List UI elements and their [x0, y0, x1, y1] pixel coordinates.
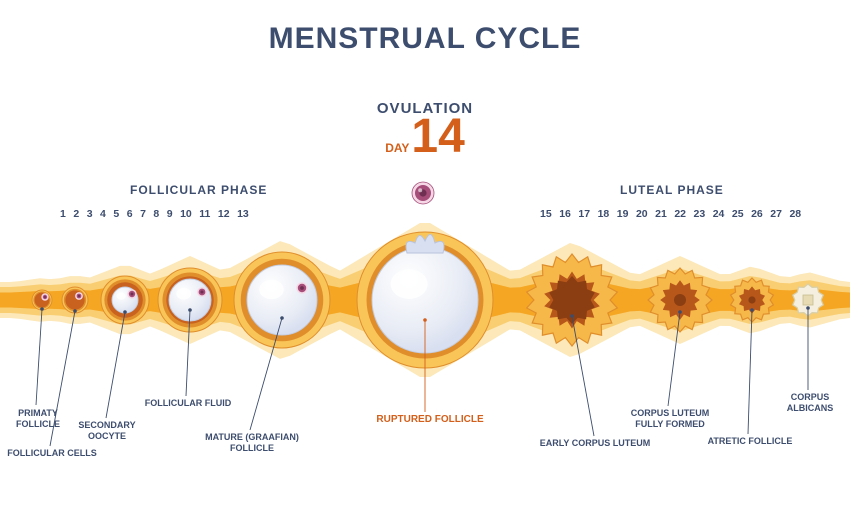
ruptured-follicle-label: RUPTURED FOLLICLE — [370, 414, 490, 425]
luteum-formed-label: CORPUS LUTEUMFULLY FORMED — [620, 408, 720, 430]
primary-follicle — [32, 290, 52, 310]
atretic-label: ATRETIC FOLLICLE — [700, 436, 800, 447]
follicular-cells — [62, 287, 88, 313]
follicular-cells-label: FOLLICULAR CELLS — [2, 448, 102, 459]
early-luteum-label: EARLY CORPUS LUTEUM — [530, 438, 660, 449]
albicans-label: CORPUSALBICANS — [780, 392, 840, 414]
graafian — [234, 252, 330, 348]
graafian-label: MATURE (GRAAFIAN)FOLLICLE — [192, 432, 312, 454]
luteum-formed — [648, 268, 712, 332]
follicular-fluid — [158, 268, 222, 332]
primary-follicle-label: PRIMATYFOLLICLE — [8, 408, 68, 430]
follicular-fluid-label: FOLLICULAR FLUID — [138, 398, 238, 409]
released-oocyte — [412, 182, 434, 204]
secondary-oocyte — [101, 276, 149, 324]
secondary-oocyte-label: SECONDARYOOCYTE — [72, 420, 142, 442]
